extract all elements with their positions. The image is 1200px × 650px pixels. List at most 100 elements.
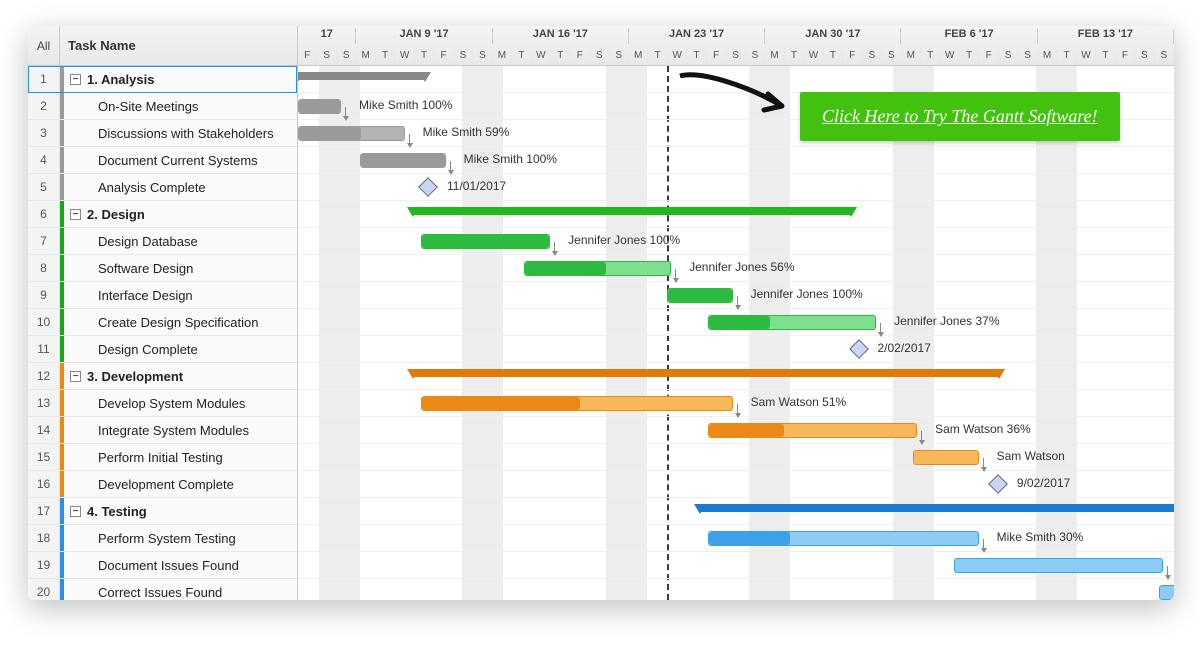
dependency-arrow-icon [983, 539, 991, 551]
task-name-cell[interactable]: Develop System Modules [64, 390, 297, 416]
day-label: S [473, 47, 492, 65]
task-bar[interactable] [360, 153, 446, 168]
summary-bar[interactable] [413, 207, 852, 215]
collapse-toggle-icon[interactable]: − [70, 74, 81, 85]
task-name-cell[interactable]: −4. Testing [64, 498, 297, 524]
task-name-cell[interactable]: On-Site Meetings [64, 93, 297, 119]
task-row[interactable]: 17−4. Testing [28, 498, 297, 525]
task-bar[interactable] [421, 234, 550, 249]
gantt-row [298, 579, 1174, 600]
task-row[interactable]: 9Interface Design [28, 282, 297, 309]
task-row[interactable]: 1−1. Analysis [28, 66, 297, 93]
task-row[interactable]: 6−2. Design [28, 201, 297, 228]
task-bar[interactable] [298, 99, 341, 114]
day-label: S [610, 47, 629, 65]
task-row[interactable]: 4Document Current Systems [28, 147, 297, 174]
task-name-cell[interactable]: −3. Development [64, 363, 297, 389]
task-name-cell[interactable]: Discussions with Stakeholders [64, 120, 297, 146]
collapse-toggle-icon[interactable]: − [70, 209, 81, 220]
task-row[interactable]: 3Discussions with Stakeholders [28, 120, 297, 147]
task-name-label: 1. Analysis [87, 72, 154, 87]
task-name-cell[interactable]: Integrate System Modules [64, 417, 297, 443]
task-name-cell[interactable]: −1. Analysis [64, 66, 297, 92]
dependency-arrow-icon [409, 134, 417, 146]
task-name-cell[interactable]: Analysis Complete [64, 174, 297, 200]
task-name-cell[interactable]: Interface Design [64, 282, 297, 308]
task-name-label: Correct Issues Found [98, 585, 222, 600]
task-bar[interactable] [708, 423, 917, 438]
task-row[interactable]: 14Integrate System Modules [28, 417, 297, 444]
dependency-arrow-icon [880, 323, 888, 335]
collapse-toggle-icon[interactable]: − [70, 371, 81, 382]
task-name-cell[interactable]: Create Design Specification [64, 309, 297, 335]
task-bar[interactable] [1159, 585, 1174, 600]
row-number: 20 [28, 579, 60, 600]
task-row[interactable]: 20 Correct Issues Found [28, 579, 297, 600]
task-name-cell[interactable]: Perform System Testing [64, 525, 297, 551]
summary-bar[interactable] [298, 72, 425, 80]
task-bar[interactable] [913, 450, 979, 465]
dependency-arrow-icon [1167, 566, 1174, 578]
milestone-diamond-icon[interactable] [849, 339, 869, 359]
task-name-cell[interactable]: Document Issues Found [64, 552, 297, 578]
summary-bar[interactable] [413, 369, 999, 377]
task-row[interactable]: 12−3. Development [28, 363, 297, 390]
day-label: M [356, 47, 375, 65]
column-header-all[interactable]: All [28, 26, 60, 65]
task-name-cell[interactable]: Design Database [64, 228, 297, 254]
column-header-taskname[interactable]: Task Name [60, 26, 297, 65]
task-row[interactable]: 16Development Complete [28, 471, 297, 498]
milestone-label: 9/02/2017 [1017, 476, 1070, 490]
task-name-cell[interactable]: Correct Issues Found [64, 579, 297, 600]
task-bar[interactable] [708, 531, 979, 546]
task-bar-progress [709, 316, 770, 329]
task-name-cell[interactable]: Design Complete [64, 336, 297, 362]
gantt-row: Jennifer Jones 56% [298, 255, 1174, 282]
task-row[interactable]: 5Analysis Complete [28, 174, 297, 201]
task-bar[interactable] [708, 315, 876, 330]
row-number: 5 [28, 174, 60, 200]
milestone-diamond-icon[interactable] [418, 177, 438, 197]
day-label: F [571, 47, 590, 65]
collapse-toggle-icon[interactable]: − [70, 506, 81, 517]
task-row[interactable]: 11Design Complete [28, 336, 297, 363]
cta-button[interactable]: Click Here to Try The Gantt Software! [800, 92, 1120, 141]
gantt-row: 2/02/2017 [298, 336, 1174, 363]
row-number: 2 [28, 93, 60, 119]
day-label: W [668, 47, 687, 65]
task-bar-progress [299, 127, 361, 140]
summary-bar[interactable] [700, 504, 1174, 512]
day-label: S [454, 47, 473, 65]
task-row[interactable]: 8Software Design [28, 255, 297, 282]
task-bar[interactable] [667, 288, 733, 303]
task-bar[interactable] [524, 261, 672, 276]
task-name-cell[interactable]: Perform Initial Testing [64, 444, 297, 470]
task-row[interactable]: 2On-Site Meetings [28, 93, 297, 120]
milestone-diamond-icon[interactable] [988, 474, 1008, 494]
day-label: T [785, 47, 804, 65]
task-bar[interactable] [954, 558, 1163, 573]
task-bar-label: Mike Smith 100% [359, 98, 452, 112]
day-label: T [1096, 47, 1115, 65]
gantt-row: 9/02/2017 [298, 471, 1174, 498]
task-name-cell[interactable]: −2. Design [64, 201, 297, 227]
task-row[interactable]: 19Document Issues Found [28, 552, 297, 579]
row-number: 13 [28, 390, 60, 416]
task-name-cell[interactable]: Document Current Systems [64, 147, 297, 173]
task-row[interactable]: 7Design Database [28, 228, 297, 255]
timeline-header: 17JAN 9 '17JAN 16 '17JAN 23 '17JAN 30 '1… [298, 26, 1174, 66]
task-row[interactable]: 10Create Design Specification [28, 309, 297, 336]
task-bar-label: Jennifer Jones 37% [894, 314, 999, 328]
task-row[interactable]: 13Develop System Modules [28, 390, 297, 417]
gantt-row: Mik [298, 552, 1174, 579]
task-row[interactable]: 15Perform Initial Testing [28, 444, 297, 471]
day-label: S [999, 47, 1018, 65]
task-bar[interactable] [421, 396, 733, 411]
gantt-row [298, 66, 1174, 93]
dependency-arrow-icon [921, 431, 929, 443]
task-row[interactable]: 18Perform System Testing [28, 525, 297, 552]
gantt-row [298, 201, 1174, 228]
task-name-cell[interactable]: Software Design [64, 255, 297, 281]
task-name-cell[interactable]: Development Complete [64, 471, 297, 497]
task-bar[interactable] [298, 126, 405, 141]
